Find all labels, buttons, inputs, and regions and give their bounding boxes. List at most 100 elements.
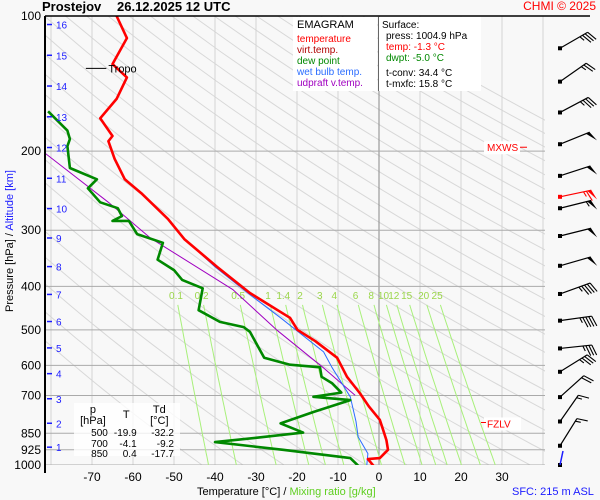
dry-adiabat	[235, 16, 545, 205]
wind-barb-feather	[587, 31, 597, 40]
wind-barb	[558, 256, 598, 268]
pressure-tick-label: 1000	[14, 458, 41, 472]
x-axis-label: Temperature [°C] / Mixing ratio [g/kg]	[197, 486, 376, 498]
altitude-tick-label: 9	[56, 234, 62, 245]
wind-barb	[558, 227, 598, 238]
wind-barb-half-feather	[579, 36, 585, 41]
mixing-ratio-line	[357, 304, 406, 465]
axis-label-separator: /	[283, 486, 287, 498]
wind-barb	[558, 165, 598, 178]
dry-adiabat	[128, 16, 545, 283]
temperature-axis-label: Temperature [°C]	[197, 486, 281, 498]
wind-barb-shaft	[559, 199, 592, 209]
cell: 850	[91, 449, 108, 460]
wind-barb-pennant	[586, 256, 598, 266]
altitude-tick-label: 13	[56, 113, 68, 124]
wind-barb-feather	[585, 98, 595, 107]
wind-barb-shaft	[559, 354, 588, 373]
legend-wet-bulb: wet bulb temp.	[297, 67, 363, 78]
mixing-ratio-label: 1	[265, 291, 271, 302]
wind-barb-half-feather	[576, 397, 583, 400]
cell: -9.2	[156, 438, 174, 450]
surface-elevation: SFC: 215 m ASL	[512, 486, 594, 498]
mixing-ratio-label: 0.5	[231, 291, 245, 302]
temperature-tick-label: 10	[413, 470, 427, 484]
legend-temperature: temperature	[297, 34, 351, 45]
wind-barb-feather	[584, 284, 592, 294]
max-wind-label: MXWS	[487, 143, 518, 154]
dry-adiabat	[171, 16, 545, 251]
wind-barb-half-feather	[582, 345, 586, 352]
mixing-ratio-line	[269, 304, 310, 465]
wind-barb-feather	[588, 316, 595, 327]
altitude-tick-label: 11	[56, 174, 67, 185]
wind-barb	[558, 354, 597, 374]
dry-adiabat	[45, 73, 545, 411]
station-name: Prostejov	[42, 0, 102, 14]
wind-barb-shaft	[559, 165, 591, 177]
wind-barb-feather	[581, 377, 592, 384]
wind-barb	[558, 418, 588, 448]
dry-adiabat	[86, 16, 545, 318]
wind-barb-pennant	[586, 165, 598, 175]
wind-barb-half-feather	[579, 101, 585, 106]
series-dew-point	[47, 110, 360, 465]
col-td: Td [°C]	[150, 404, 169, 427]
wind-barb	[558, 189, 598, 201]
wind-barb-feather	[576, 418, 588, 422]
altitude-tick-label: 2	[56, 419, 62, 430]
wind-barb-half-feather	[579, 317, 583, 323]
wind-barb-feather	[583, 64, 594, 72]
legend: EMAGRAM temperature virt.temp. dew point…	[293, 17, 377, 91]
mixing-ratio-label: 3	[317, 291, 323, 302]
wind-barb-shaft	[559, 256, 591, 267]
wind-barb-feather	[586, 283, 595, 293]
wind-barb	[558, 315, 598, 328]
pressure-tick-label: 700	[21, 388, 41, 402]
levels-table: p [hPa] T Td [°C] 500 -19.9 -32.2 700 -4…	[74, 403, 180, 460]
surface-info: Surface: press: 1004.9 hPa temp: -1.3 °C…	[378, 17, 481, 91]
wind-barb	[558, 31, 597, 51]
wind-barb-pennant	[585, 132, 598, 141]
temperature-tick-label: -70	[83, 470, 101, 484]
wind-barb-half-feather	[583, 191, 587, 197]
pressure-tick-label: 600	[21, 358, 41, 372]
table-row: 700 -4.1 -9.2	[76, 438, 180, 451]
col-pressure: p [hPa]	[80, 404, 106, 427]
pressure-tick-label: 400	[21, 279, 41, 293]
altitude-tick-label: 16	[56, 21, 68, 32]
temperature-tick-label: -50	[165, 470, 183, 484]
pressure-tick-label: 100	[21, 9, 41, 23]
wind-barb	[558, 394, 590, 424]
mixing-ratio-label: 8	[368, 291, 374, 302]
legend-virt-temp: virt.temp.	[297, 45, 339, 56]
temperature-tick-label: -30	[247, 470, 265, 484]
wind-barb-shaft	[559, 375, 585, 398]
wind-barb-shaft	[559, 31, 589, 49]
mxws-label-bg	[484, 141, 520, 155]
wind-barb-shaft	[559, 131, 590, 145]
wind-barb-feather	[585, 316, 592, 328]
series-udpraft-v-temp	[45, 152, 356, 396]
surface-press: press: 1004.9 hPa	[386, 31, 468, 42]
mixing-ratio-line	[385, 304, 437, 465]
altitude-tick-label: 4	[56, 370, 62, 381]
wind-barb-feather	[578, 394, 590, 399]
wind-barb-feather	[582, 99, 592, 109]
wind-barb-pennant	[587, 228, 598, 238]
wind-barb-feather	[585, 190, 593, 201]
wind-barb-feather	[591, 315, 598, 327]
wind-barb-shaft	[559, 227, 592, 237]
wind-barb-feather	[584, 33, 594, 42]
wind-barb-half-feather	[579, 359, 585, 364]
wind-barb-shaft	[559, 189, 592, 198]
wind-barb	[558, 62, 596, 84]
wind-barb-shaft	[559, 282, 591, 295]
wind-barb	[558, 344, 598, 356]
pressure-axis-label: Pressure [hPa]	[4, 239, 16, 312]
wind-barb-pennant	[587, 190, 598, 200]
temperature-tick-label: -10	[329, 470, 347, 484]
mixing-ratio-label: 20	[418, 291, 430, 302]
wind-barb-half-feather	[575, 420, 581, 423]
